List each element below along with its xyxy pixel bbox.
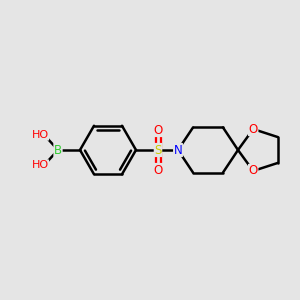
Text: N: N [174,143,182,157]
Text: O: O [153,124,163,136]
Text: B: B [54,143,62,157]
Text: S: S [154,143,162,157]
Text: O: O [249,123,258,136]
Text: O: O [153,164,163,176]
Text: O: O [249,164,258,177]
Text: HO: HO [32,130,49,140]
Text: HO: HO [32,160,49,170]
